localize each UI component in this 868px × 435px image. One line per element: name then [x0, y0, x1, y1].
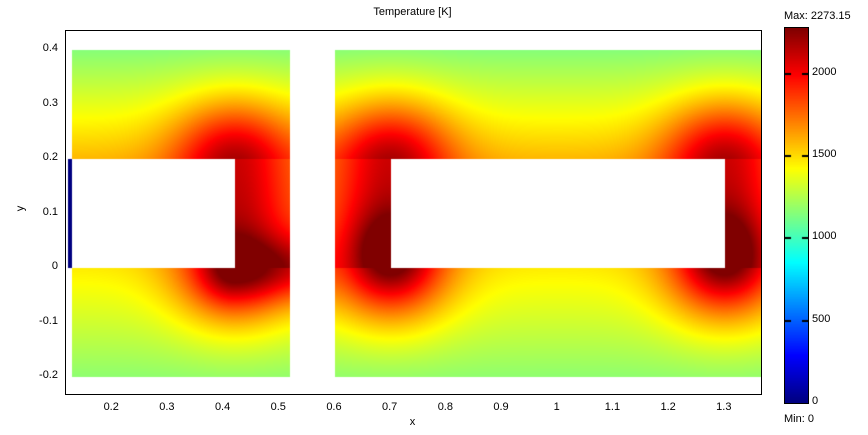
x-tick-label: 0.7: [382, 401, 398, 413]
x-tick-label: 0.4: [214, 401, 231, 413]
colorbar-min-label: Min: 0: [784, 413, 814, 425]
x-tick-label: 1: [553, 401, 560, 413]
colorbar-tick-label: 2000: [812, 66, 837, 78]
x-tick-label: 0.3: [159, 401, 175, 413]
colorbar-tick-label: 0: [812, 395, 819, 407]
x-tick-label: 0.2: [103, 401, 119, 413]
colorbar-tick-label: 1500: [812, 148, 837, 160]
heatmap-canvas: [66, 31, 761, 394]
y-tick-label: 0.1: [42, 205, 58, 218]
colorbar-max-label: Max: 2273.15: [784, 10, 851, 22]
x-tick-label: 1.1: [604, 401, 621, 413]
x-tick-label: 0.5: [270, 401, 286, 413]
x-tick-label: 0.9: [493, 401, 509, 413]
colorbar-tick-label: 500: [812, 313, 831, 325]
colorbar-tick-label: 1000: [812, 230, 837, 242]
x-axis-label: x: [409, 416, 416, 428]
plot-frame: [65, 30, 762, 395]
colorbar-canvas: [784, 27, 809, 404]
y-tick-label: 0.2: [42, 151, 58, 163]
x-tick-label: 1.3: [716, 401, 732, 413]
y-tick-label: -0.2: [39, 368, 58, 381]
plot-title: Temperature [K]: [373, 6, 452, 18]
y-tick-label: 0.3: [42, 96, 58, 109]
y-tick-label: 0: [51, 260, 58, 272]
y-tick-label: -0.1: [39, 314, 58, 327]
x-tick-label: 0.8: [437, 401, 453, 413]
y-tick-label: 0.4: [42, 42, 58, 55]
x-tick-label: 0.6: [326, 401, 342, 413]
x-tick-label: 1.2: [660, 401, 676, 413]
